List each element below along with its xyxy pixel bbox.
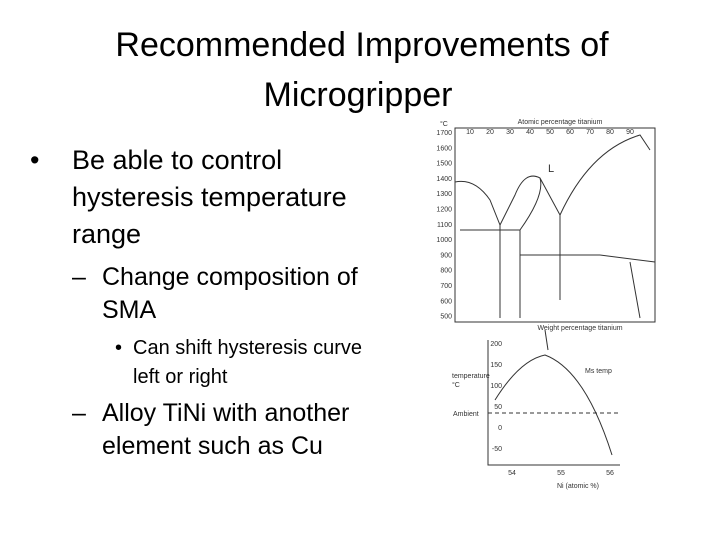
tick-label: 90	[626, 129, 634, 136]
axis-label: °C	[452, 381, 460, 389]
tick-label: 900	[440, 252, 452, 259]
phase-box	[454, 127, 656, 323]
tick-label: 800	[440, 268, 452, 275]
bullet-text: Be able to control	[72, 145, 282, 175]
tick-label: 50	[494, 404, 502, 411]
bullet-marker: •	[115, 337, 122, 359]
axis-label: Atomic percentage titanium	[518, 119, 603, 126]
bullet-text: hysteresis temperature	[72, 182, 347, 212]
tick-label: 1300	[436, 191, 452, 198]
bullet-text: range	[72, 219, 141, 249]
tick-label: 1200	[436, 207, 452, 214]
bullet-text: element such as Cu	[102, 432, 323, 460]
bullet-text: Change composition of	[102, 263, 358, 291]
tick-label: 150	[490, 362, 502, 369]
tick-label: 40	[526, 129, 534, 136]
tick-label: 55	[557, 470, 565, 477]
tick-label: -50	[492, 446, 502, 453]
axis-label: Weight percentage titanium	[537, 325, 622, 332]
tick-label: 700	[440, 283, 452, 290]
tick-label: 54	[508, 470, 516, 477]
title-line: Recommended Improvements of	[115, 26, 609, 64]
unit: °C	[440, 120, 448, 128]
tick-label: 1400	[436, 176, 452, 183]
arrow	[544, 329, 549, 351]
figure	[454, 127, 656, 466]
tick-label: 600	[440, 298, 452, 305]
bullet-text: SMA	[102, 296, 157, 324]
tick-label: 1500	[436, 161, 452, 168]
axis-label: Ni (atomic %)	[557, 483, 599, 490]
tick-label: 1600	[436, 145, 452, 152]
axis-label: temperature	[452, 373, 490, 380]
tick-label: 0	[498, 425, 502, 432]
tick-label: 200	[490, 341, 502, 348]
tick-label: 56	[606, 470, 614, 477]
bullet-marker: •	[30, 145, 39, 175]
tick-label: 80	[606, 129, 614, 136]
bullet-marker: –	[72, 399, 86, 427]
tick-label: 30	[506, 129, 514, 136]
bullet-text: left or right	[133, 366, 228, 388]
region-label: L	[548, 163, 554, 175]
tick-label: 100	[490, 383, 502, 390]
tick-label: 1700	[436, 130, 452, 137]
bullet-marker: –	[72, 263, 86, 291]
phase-lines	[454, 134, 656, 319]
tick-label: 10	[466, 129, 474, 136]
tick-label: 20	[486, 129, 494, 136]
title-line: Microgripper	[264, 76, 453, 114]
ms-axes	[487, 340, 620, 466]
tick-label: 50	[546, 129, 554, 136]
ms-curve	[494, 354, 613, 456]
tick-label: 60	[566, 129, 574, 136]
tick-label: 500	[440, 314, 452, 321]
tick-label: 1000	[436, 237, 452, 244]
reference-label: Ambient	[453, 411, 479, 418]
tick-label: 70	[586, 129, 594, 136]
curve-label: Ms temp	[585, 368, 612, 375]
tick-label: 1100	[437, 222, 452, 229]
bullet-text: Alloy TiNi with another	[102, 399, 349, 427]
bullet-text: Can shift hysteresis curve	[133, 337, 362, 359]
